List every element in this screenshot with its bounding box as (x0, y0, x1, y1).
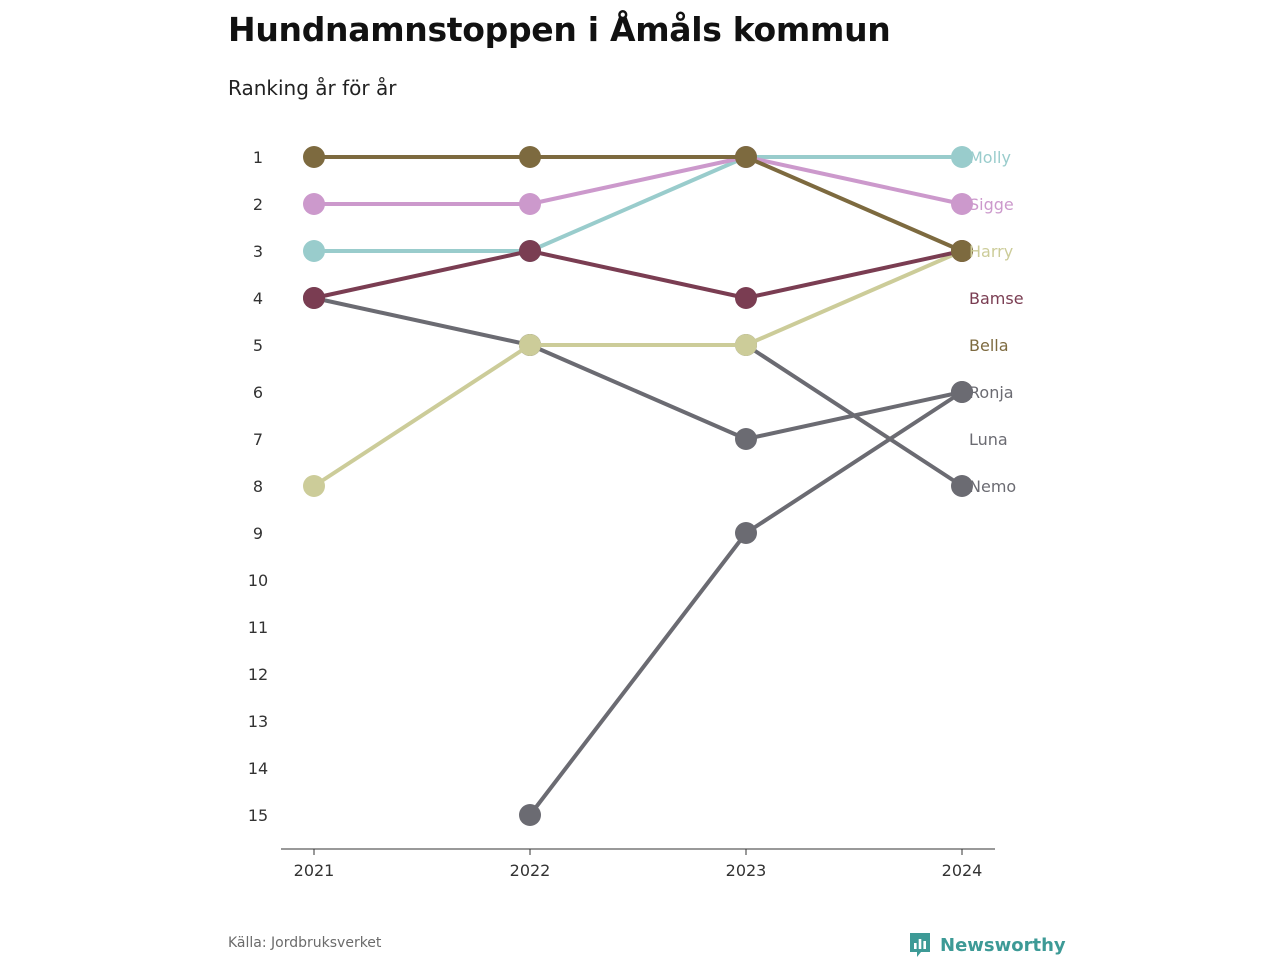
series-line-sigge (314, 155, 963, 206)
data-point-sigge[interactable] (303, 193, 325, 215)
end-labels: Molly Sigge Harry Bamse Bella Ronja Luna Nemo (969, 148, 1024, 496)
brand-logo[interactable]: Newsworthy (908, 931, 1066, 959)
data-point-bella[interactable] (951, 240, 973, 262)
x-tick-label: 2024 (942, 861, 983, 880)
y-tick-label: 3 (253, 242, 263, 261)
bar-chart-speech-bubble-icon (910, 933, 930, 957)
end-label-molly: Molly (969, 148, 1011, 167)
y-tick-label: 13 (248, 712, 268, 731)
end-label-bella: Bella (969, 336, 1009, 355)
chart-title: Hundnamnstoppen i Åmåls kommun (228, 10, 891, 49)
end-label-harry: Harry (969, 242, 1013, 261)
x-axis: 2021 2022 2023 2024 (281, 848, 995, 880)
y-tick-label: 5 (253, 336, 263, 355)
series-layer (303, 146, 973, 826)
data-point-sigge[interactable] (519, 193, 541, 215)
data-point-harry[interactable] (519, 334, 541, 356)
data-point-ronja[interactable] (735, 522, 757, 544)
series-bella (303, 146, 973, 262)
y-tick-label: 12 (248, 665, 268, 684)
series-line-nemo (530, 343, 964, 488)
end-label-luna: Luna (969, 430, 1008, 449)
series-line-bella (314, 155, 963, 253)
y-tick-label: 7 (253, 430, 263, 449)
data-point-nemo[interactable] (951, 475, 973, 497)
y-tick-label: 9 (253, 524, 263, 543)
source-note: Källa: Jordbruksverket (228, 935, 382, 951)
data-point-bella[interactable] (735, 146, 757, 168)
series-line-molly (314, 155, 962, 253)
data-point-harry[interactable] (303, 475, 325, 497)
data-point-bamse[interactable] (519, 240, 541, 262)
y-tick-label: 10 (248, 571, 268, 590)
series-line-luna (313, 296, 963, 441)
end-label-ronja: Ronja (969, 383, 1014, 402)
data-point-ronja[interactable] (519, 804, 541, 826)
end-label-nemo: Nemo (969, 477, 1016, 496)
y-tick-label: 11 (248, 618, 268, 637)
y-tick-label: 15 (248, 806, 268, 825)
data-point-bamse[interactable] (735, 287, 757, 309)
data-point-molly[interactable] (951, 146, 973, 168)
y-tick-label: 8 (253, 477, 263, 496)
series-line-bamse (313, 249, 963, 300)
y-tick-label: 4 (253, 289, 263, 308)
data-point-bella[interactable] (519, 146, 541, 168)
x-tick-label: 2022 (510, 861, 551, 880)
data-point-bella[interactable] (303, 146, 325, 168)
y-tick-label: 2 (253, 195, 263, 214)
data-point-harry[interactable] (735, 334, 757, 356)
data-point-sigge[interactable] (951, 193, 973, 215)
brand-name: Newsworthy (940, 934, 1066, 956)
y-tick-label: 1 (253, 148, 263, 167)
end-label-bamse: Bamse (969, 289, 1024, 308)
series-line-harry (312, 249, 963, 488)
series-nemo (519, 334, 973, 497)
x-tick-label: 2021 (294, 861, 335, 880)
data-point-molly[interactable] (303, 240, 325, 262)
data-point-luna[interactable] (951, 381, 973, 403)
data-point-luna[interactable] (735, 428, 757, 450)
data-point-bamse[interactable] (303, 287, 325, 309)
chart-subtitle: Ranking år för år (228, 76, 397, 100)
x-tick-label: 2023 (726, 861, 767, 880)
y-tick-label: 6 (253, 383, 263, 402)
series-line-ronja (528, 390, 964, 817)
end-label-sigge: Sigge (969, 195, 1014, 214)
y-tick-label: 14 (248, 759, 268, 778)
